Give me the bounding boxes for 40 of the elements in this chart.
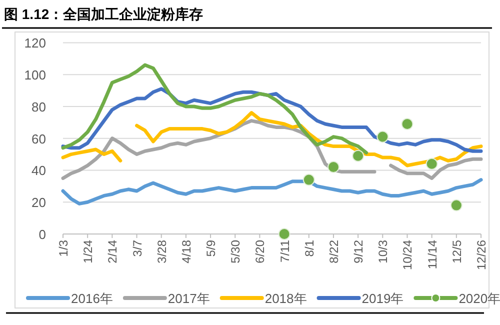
x-tick-label: 4/18 (179, 240, 194, 264)
x-tick-label: 12/26 (474, 240, 488, 270)
y-tick-label: 100 (24, 68, 46, 83)
line-series (61, 87, 483, 153)
legend-label: 2016年 (71, 291, 113, 306)
y-tick-label: 40 (32, 163, 46, 178)
x-tick-label: 7/11 (278, 240, 292, 262)
y-tick-label: 60 (32, 131, 46, 146)
x-tick-label: 2/14 (106, 240, 120, 264)
x-tick-label: 1/24 (81, 240, 96, 264)
legend-label: 2019年 (362, 291, 404, 306)
y-tick-label: 80 (32, 99, 46, 114)
x-tick-label: 10/24 (400, 240, 415, 270)
point (376, 130, 389, 143)
point (327, 161, 340, 174)
x-tick-label: 5/30 (228, 240, 243, 264)
point (278, 228, 290, 240)
x-tick-label: 5/9 (204, 240, 218, 257)
point (302, 174, 315, 186)
y-tick-label: 20 (32, 195, 46, 210)
x-tick-label: 11/14 (425, 240, 440, 270)
point (352, 150, 364, 162)
x-tick-label: 3/28 (154, 240, 169, 264)
y-tick-label: 120 (24, 36, 46, 51)
legend-label: 2018年 (264, 291, 307, 306)
point (401, 118, 414, 130)
x-tick-label: 9/12 (352, 240, 366, 264)
x-tick-label: 12/5 (450, 240, 464, 264)
x-tick-label: 1/3 (56, 240, 70, 257)
point (450, 199, 462, 212)
legend-label: 2020年 (458, 291, 500, 306)
x-tick-label: 10/3 (376, 240, 390, 264)
chart-title: 图 1.12：全国加工企业淀粉库存 (4, 6, 204, 22)
point (426, 158, 438, 170)
x-tick-label: 8/1 (302, 240, 316, 257)
x-tick-label: 8/22 (326, 240, 341, 264)
x-tick-label: 3/7 (130, 240, 144, 257)
y-tick-label: 0 (38, 227, 46, 242)
x-tick-label: 6/20 (253, 240, 268, 264)
legend-label: 2017年 (168, 291, 210, 306)
